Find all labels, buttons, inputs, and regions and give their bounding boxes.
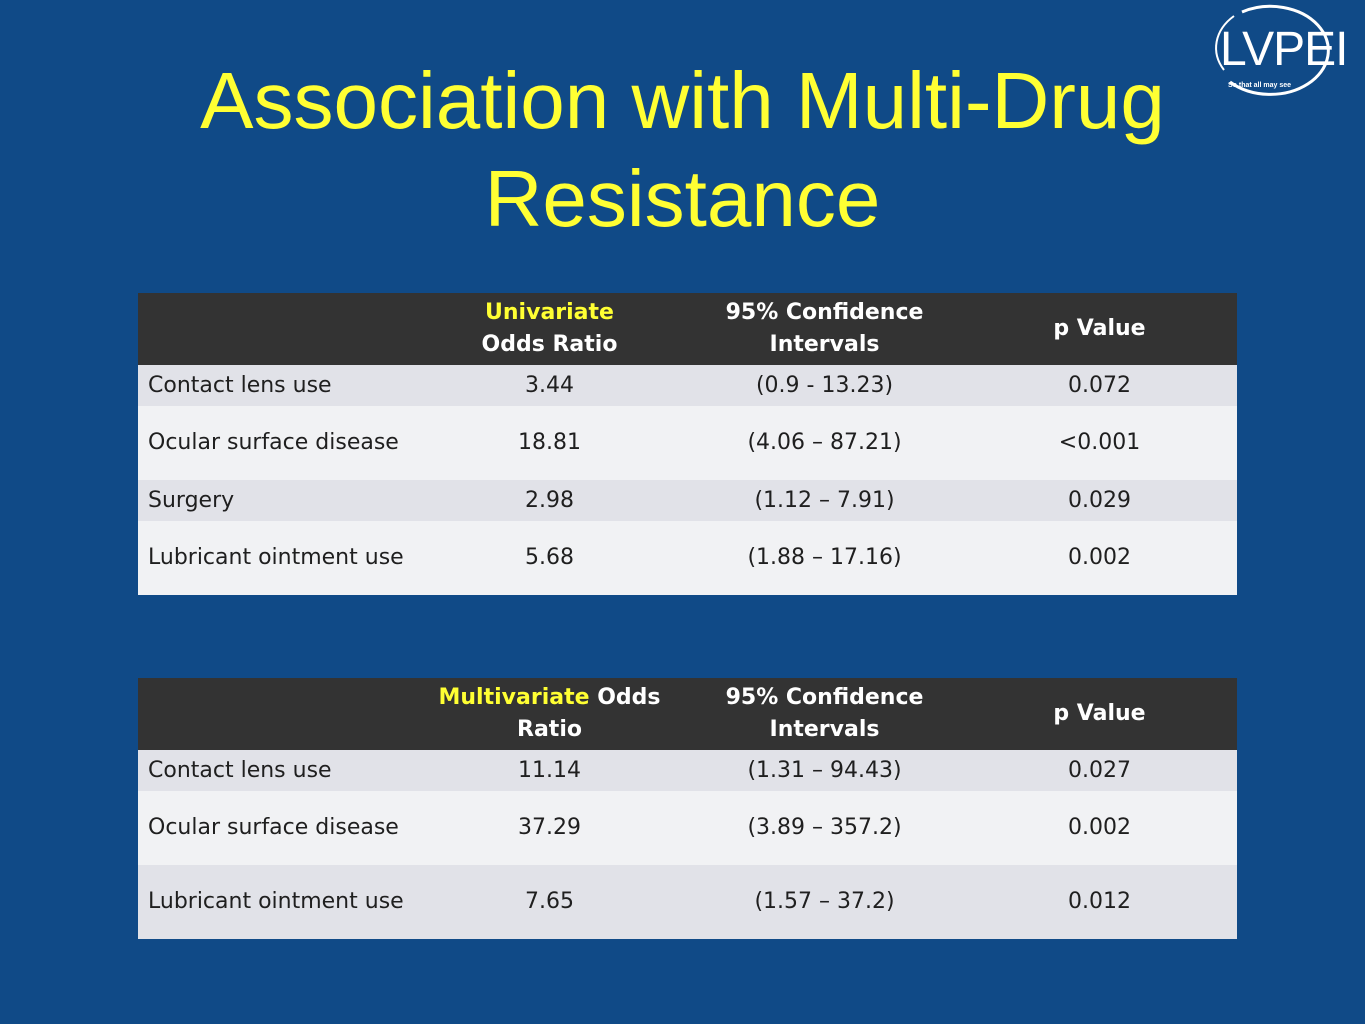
factor-cell: Contact lens use [138, 750, 412, 791]
header-p-value: p Value [962, 678, 1237, 750]
univariate-table: Univariate Odds Ratio 95% Confidence Inte… [138, 293, 1237, 595]
header-odds-ratio-label: Odds Ratio [517, 685, 661, 742]
p-value-cell: 0.027 [962, 750, 1237, 791]
header-p-value: p Value [962, 293, 1237, 365]
logo-circle-icon [1215, 4, 1330, 96]
lvpei-logo: LVPEI So that all may see [1212, 2, 1349, 98]
factor-cell: Contact lens use [138, 365, 412, 406]
table-row: Ocular surface disease 37.29 (3.89 – 357… [138, 791, 1237, 865]
p-value-cell: 0.002 [962, 791, 1237, 865]
slide-title-line-1: Association with Multi-Drug [200, 56, 1165, 145]
header-odds-ratio: Univariate Odds Ratio [412, 293, 687, 365]
header-odds-ratio: Multivariate Odds Ratio [412, 678, 687, 750]
header-confidence-intervals: 95% Confidence Intervals [687, 678, 962, 750]
header-confidence-intervals: 95% Confidence Intervals [687, 293, 962, 365]
ci-cell: (1.88 – 17.16) [687, 521, 962, 595]
factor-cell: Surgery [138, 480, 412, 521]
logo-text: LVPEI [1220, 23, 1349, 76]
p-value-cell: 0.002 [962, 521, 1237, 595]
ci-cell: (0.9 - 13.23) [687, 365, 962, 406]
odds-ratio-cell: 5.68 [412, 521, 687, 595]
odds-ratio-cell: 2.98 [412, 480, 687, 521]
table-row: Lubricant ointment use 5.68 (1.88 – 17.1… [138, 521, 1237, 595]
ci-cell: (1.57 – 37.2) [687, 865, 962, 939]
table-row: Ocular surface disease 18.81 (4.06 – 87.… [138, 406, 1237, 480]
logo-tagline: So that all may see [1228, 82, 1292, 89]
ci-cell: (3.89 – 357.2) [687, 791, 962, 865]
odds-ratio-cell: 3.44 [412, 365, 687, 406]
header-factor [138, 678, 412, 750]
p-value-cell: 0.029 [962, 480, 1237, 521]
header-multivariate-label: Multivariate [438, 685, 590, 710]
odds-ratio-cell: 18.81 [412, 406, 687, 480]
p-value-cell: <0.001 [962, 406, 1237, 480]
factor-cell: Lubricant ointment use [138, 521, 412, 595]
factor-cell: Ocular surface disease [138, 791, 412, 865]
header-factor [138, 293, 412, 365]
slide-title: Association with Multi-Drug Resistance [0, 52, 1365, 248]
table-row: Contact lens use 3.44 (0.9 - 13.23) 0.07… [138, 365, 1237, 406]
ci-cell: (1.12 – 7.91) [687, 480, 962, 521]
odds-ratio-cell: 7.65 [412, 865, 687, 939]
header-odds-ratio-label: Odds Ratio [481, 332, 618, 357]
table-header-row: Univariate Odds Ratio 95% Confidence Inte… [138, 293, 1237, 365]
header-univariate-label: Univariate [485, 300, 614, 325]
multivariate-table: Multivariate Odds Ratio 95% Confidence I… [138, 678, 1237, 939]
odds-ratio-cell: 11.14 [412, 750, 687, 791]
ci-cell: (1.31 – 94.43) [687, 750, 962, 791]
factor-cell: Ocular surface disease [138, 406, 412, 480]
table-header-row: Multivariate Odds Ratio 95% Confidence I… [138, 678, 1237, 750]
table-row: Contact lens use 11.14 (1.31 – 94.43) 0.… [138, 750, 1237, 791]
ci-cell: (4.06 – 87.21) [687, 406, 962, 480]
slide-title-line-2: Resistance [484, 154, 881, 243]
factor-cell: Lubricant ointment use [138, 865, 412, 939]
odds-ratio-cell: 37.29 [412, 791, 687, 865]
table-row: Lubricant ointment use 7.65 (1.57 – 37.2… [138, 865, 1237, 939]
p-value-cell: 0.012 [962, 865, 1237, 939]
table-row: Surgery 2.98 (1.12 – 7.91) 0.029 [138, 480, 1237, 521]
p-value-cell: 0.072 [962, 365, 1237, 406]
